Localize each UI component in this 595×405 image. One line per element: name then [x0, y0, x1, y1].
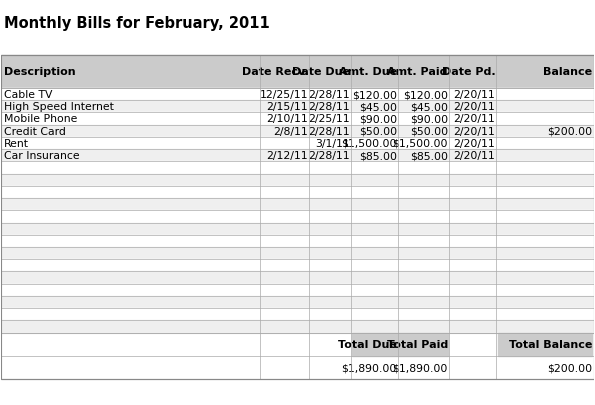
- Text: Date Recv.: Date Recv.: [242, 67, 308, 77]
- Bar: [1, 150, 594, 162]
- Text: $200.00: $200.00: [547, 126, 593, 136]
- Text: Total Balance: Total Balance: [509, 339, 593, 350]
- Text: $85.00: $85.00: [410, 151, 448, 161]
- Text: $200.00: $200.00: [547, 363, 593, 373]
- Text: $90.00: $90.00: [410, 114, 448, 124]
- Bar: [1, 235, 594, 247]
- Bar: [1, 113, 594, 125]
- Text: 2/28/11: 2/28/11: [308, 102, 350, 112]
- Bar: [1, 138, 594, 150]
- Text: Monthly Bills for February, 2011: Monthly Bills for February, 2011: [4, 15, 270, 30]
- Text: 12/25/11: 12/25/11: [259, 90, 308, 100]
- Text: 2/25/11: 2/25/11: [308, 114, 350, 124]
- Text: 2/28/11: 2/28/11: [308, 151, 350, 161]
- Text: 2/28/11: 2/28/11: [308, 90, 350, 100]
- Text: $1,500.00: $1,500.00: [393, 139, 448, 149]
- Bar: [1, 55, 594, 379]
- Text: 2/28/11: 2/28/11: [308, 126, 350, 136]
- Text: $50.00: $50.00: [359, 126, 397, 136]
- Bar: [1, 260, 594, 272]
- Text: Balance: Balance: [543, 67, 593, 77]
- Text: 2/15/11: 2/15/11: [267, 102, 308, 112]
- Text: $1,890.00: $1,890.00: [342, 363, 397, 373]
- Text: 2/20/11: 2/20/11: [453, 114, 495, 124]
- Bar: [1, 211, 594, 223]
- Bar: [1, 247, 594, 260]
- Text: $50.00: $50.00: [410, 126, 448, 136]
- Text: 2/20/11: 2/20/11: [453, 102, 495, 112]
- Bar: [1, 296, 594, 308]
- Text: $45.00: $45.00: [359, 102, 397, 112]
- Bar: [1, 272, 594, 284]
- Text: 2/20/11: 2/20/11: [453, 139, 495, 149]
- Text: Amt. Due: Amt. Due: [339, 67, 397, 77]
- Text: $1,500.00: $1,500.00: [342, 139, 397, 149]
- Text: $45.00: $45.00: [410, 102, 448, 112]
- Text: Total Paid: Total Paid: [387, 339, 448, 350]
- Bar: [1, 174, 594, 186]
- Text: Car Insurance: Car Insurance: [4, 151, 80, 161]
- Text: 2/8/11: 2/8/11: [274, 126, 308, 136]
- Text: High Speed Internet: High Speed Internet: [4, 102, 114, 112]
- Text: 2/20/11: 2/20/11: [453, 151, 495, 161]
- Bar: [1, 55, 594, 89]
- Text: $1,890.00: $1,890.00: [393, 363, 448, 373]
- Text: Mobile Phone: Mobile Phone: [4, 114, 78, 124]
- Text: Date Pd.: Date Pd.: [441, 67, 495, 77]
- Bar: [1, 186, 594, 198]
- Text: Credit Card: Credit Card: [4, 126, 66, 136]
- Text: $120.00: $120.00: [403, 90, 448, 100]
- Text: Date Due: Date Due: [292, 67, 350, 77]
- Bar: [352, 333, 448, 356]
- Bar: [1, 198, 594, 211]
- Text: Total Due: Total Due: [338, 339, 397, 350]
- Text: 2/12/11: 2/12/11: [267, 151, 308, 161]
- Text: $90.00: $90.00: [359, 114, 397, 124]
- Bar: [1, 101, 594, 113]
- Text: $85.00: $85.00: [359, 151, 397, 161]
- Bar: [1, 162, 594, 174]
- Bar: [1, 321, 594, 333]
- Text: Rent: Rent: [4, 139, 29, 149]
- Text: Description: Description: [4, 67, 76, 77]
- Text: 2/20/11: 2/20/11: [453, 126, 495, 136]
- Bar: [1, 89, 594, 101]
- Text: $120.00: $120.00: [352, 90, 397, 100]
- Text: 3/1/11: 3/1/11: [315, 139, 350, 149]
- Bar: [497, 333, 593, 356]
- Bar: [1, 284, 594, 296]
- Text: 2/20/11: 2/20/11: [453, 90, 495, 100]
- Text: Cable TV: Cable TV: [4, 90, 53, 100]
- Text: Amt. Paid: Amt. Paid: [387, 67, 448, 77]
- Bar: [1, 125, 594, 138]
- Text: 2/10/11: 2/10/11: [267, 114, 308, 124]
- Bar: [1, 223, 594, 235]
- Bar: [1, 308, 594, 321]
